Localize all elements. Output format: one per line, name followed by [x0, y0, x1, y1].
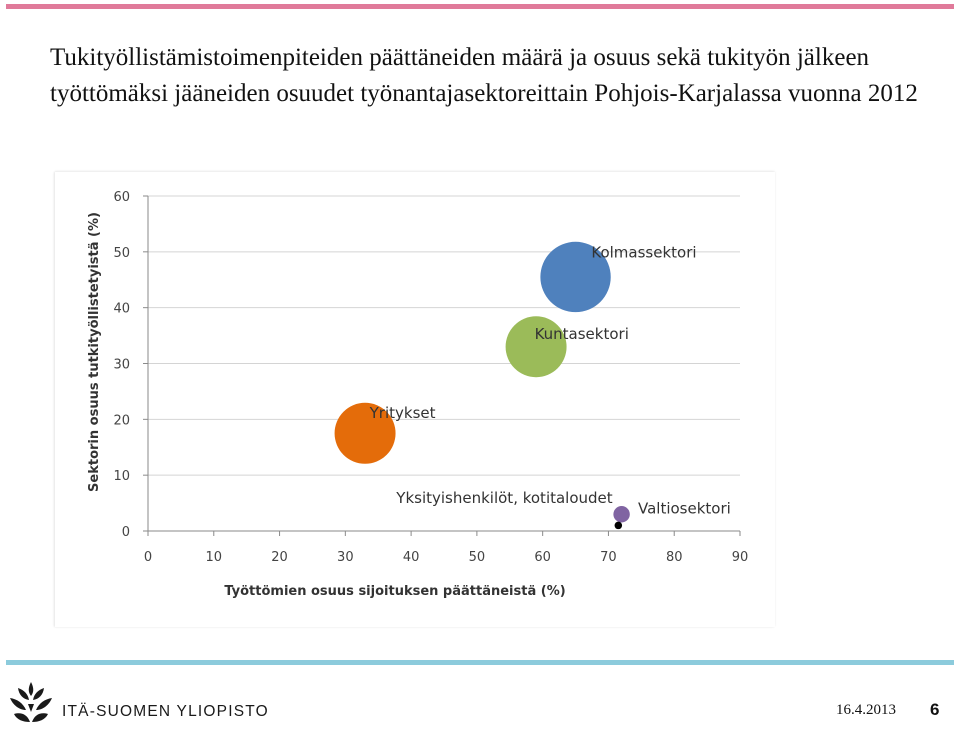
- x-tick-label: 50: [469, 550, 486, 565]
- y-tick-label: 30: [113, 358, 130, 373]
- label-layer: Kolmassektori Kuntasektori Yritykset Valtio…: [369, 244, 731, 518]
- y-tick-label: 10: [113, 469, 130, 484]
- x-tick-label: 0: [144, 550, 152, 565]
- bottom-accent-rule: [6, 660, 954, 665]
- page-number: 6: [930, 700, 940, 719]
- top-accent-rule: [6, 4, 954, 9]
- bubble-label: Kuntasektori: [535, 325, 629, 343]
- x-tick-label: 20: [271, 550, 288, 565]
- slide-title: Tukityöllistämistoimenpiteiden päättänei…: [50, 44, 918, 107]
- bubble-chart: 0 10 20 30 40 50 60 0 10 20 30 40 50 60 70 80 90 Kolmass…: [87, 190, 748, 599]
- x-tick-label: 70: [600, 550, 617, 565]
- university-logo: ITÄ-SUOMEN YLIOPISTO: [6, 680, 268, 725]
- bubble-yksityishenkilöt-kotitaloudet: [614, 521, 623, 530]
- logo-mark-icon: [10, 682, 52, 722]
- y-tick-label: 60: [113, 190, 130, 205]
- axis-layer: 0 10 20 30 40 50 60 0 10 20 30 40 50 60 70 80 90: [113, 190, 748, 565]
- bubble-label: Yritykset: [369, 404, 436, 422]
- bubble-label: Valtiosektori: [638, 499, 731, 517]
- y-tick-label: 20: [113, 413, 130, 428]
- x-tick-label: 40: [403, 550, 420, 565]
- chart-panel: [55, 172, 775, 627]
- x-tick-label: 60: [534, 550, 551, 565]
- university-name: ITÄ-SUOMEN YLIOPISTO: [62, 703, 269, 720]
- x-tick-label: 10: [206, 550, 223, 565]
- bubble-kuntasektori: [505, 316, 567, 378]
- x-tick-label: 30: [337, 550, 354, 565]
- y-tick-label: 0: [122, 525, 130, 540]
- bubble-label: Kolmassektori: [591, 244, 696, 262]
- x-tick-label: 80: [666, 550, 683, 565]
- x-tick-label: 90: [732, 550, 749, 565]
- y-tick-label: 40: [113, 302, 130, 317]
- bubble-yritykset: [334, 402, 396, 464]
- footer-date: 16.4.2013: [836, 702, 896, 718]
- bubble-kolmassektori: [540, 241, 611, 313]
- bubble-valtiosektori: [613, 506, 630, 523]
- grid-layer: [148, 195, 740, 532]
- y-tick-label: 50: [113, 246, 130, 261]
- bubble-layer: [334, 241, 630, 530]
- x-axis-title: Työttömien osuus sijoituksen päättäneist…: [224, 584, 565, 599]
- y-axis-title: Sektorin osuus tutkityöllistetyistä (%): [87, 212, 102, 492]
- bubble-label: Yksityishenkilöt, kotitaloudet: [395, 489, 612, 507]
